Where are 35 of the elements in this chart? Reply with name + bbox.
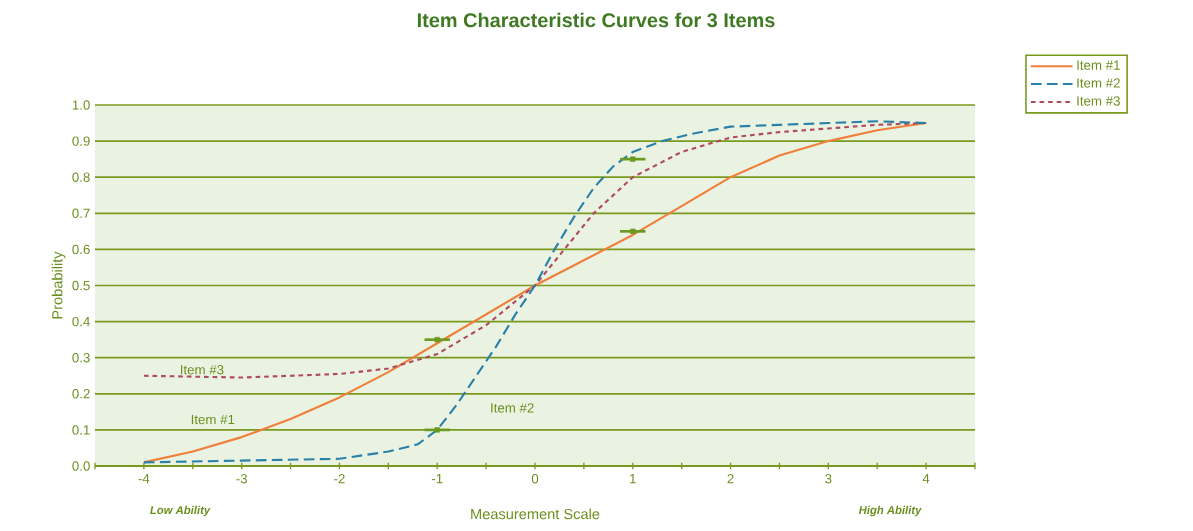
y-tick-label: 0.3 xyxy=(72,353,90,363)
y-tick-label: 0.1 xyxy=(72,425,90,435)
point xyxy=(630,156,636,162)
text: Item #1 xyxy=(191,414,235,425)
legend-label: Item #1 xyxy=(1077,60,1120,70)
chart-title: Item Characteristic Curves for 3 Items xyxy=(417,12,775,28)
x-tick-label: 0 xyxy=(531,474,539,484)
x-tick-label: -4 xyxy=(138,474,150,484)
legend-label: Item #3 xyxy=(1077,96,1120,106)
y-tick-label: 0.4 xyxy=(72,316,90,327)
x-tick-label: -1 xyxy=(431,474,443,484)
point xyxy=(434,336,440,343)
y-tick-label: 0.5 xyxy=(72,280,90,291)
y-tick-label: 0.0 xyxy=(72,461,90,471)
y-tick-label: 0.2 xyxy=(72,389,90,399)
x-tick-label: 4 xyxy=(922,474,930,484)
text: Low Ability xyxy=(150,505,211,517)
text: High Ability xyxy=(858,505,922,517)
y-tick-label: 0.8 xyxy=(72,172,90,182)
x-tick-label: 1 xyxy=(630,474,636,484)
x-axis-title: Measurement Scale xyxy=(471,508,600,520)
y-tick-label: 0.7 xyxy=(72,208,90,218)
x-tick-label: -3 xyxy=(236,474,247,484)
y-axis-title: Probability xyxy=(51,251,66,319)
x-tick-label: 3 xyxy=(825,474,832,484)
y-tick-label: 1.0 xyxy=(72,100,90,110)
y-tick-label: 0.6 xyxy=(72,244,90,255)
legend-label: Item #2 xyxy=(1077,78,1120,88)
x-tick-label: -2 xyxy=(334,474,345,484)
point xyxy=(434,427,440,433)
y-tick-label: 0.9 xyxy=(72,136,90,146)
text: Item #3 xyxy=(180,365,224,375)
x-tick-label: 2 xyxy=(727,474,734,484)
text: Item #2 xyxy=(491,403,534,413)
point xyxy=(630,228,636,235)
